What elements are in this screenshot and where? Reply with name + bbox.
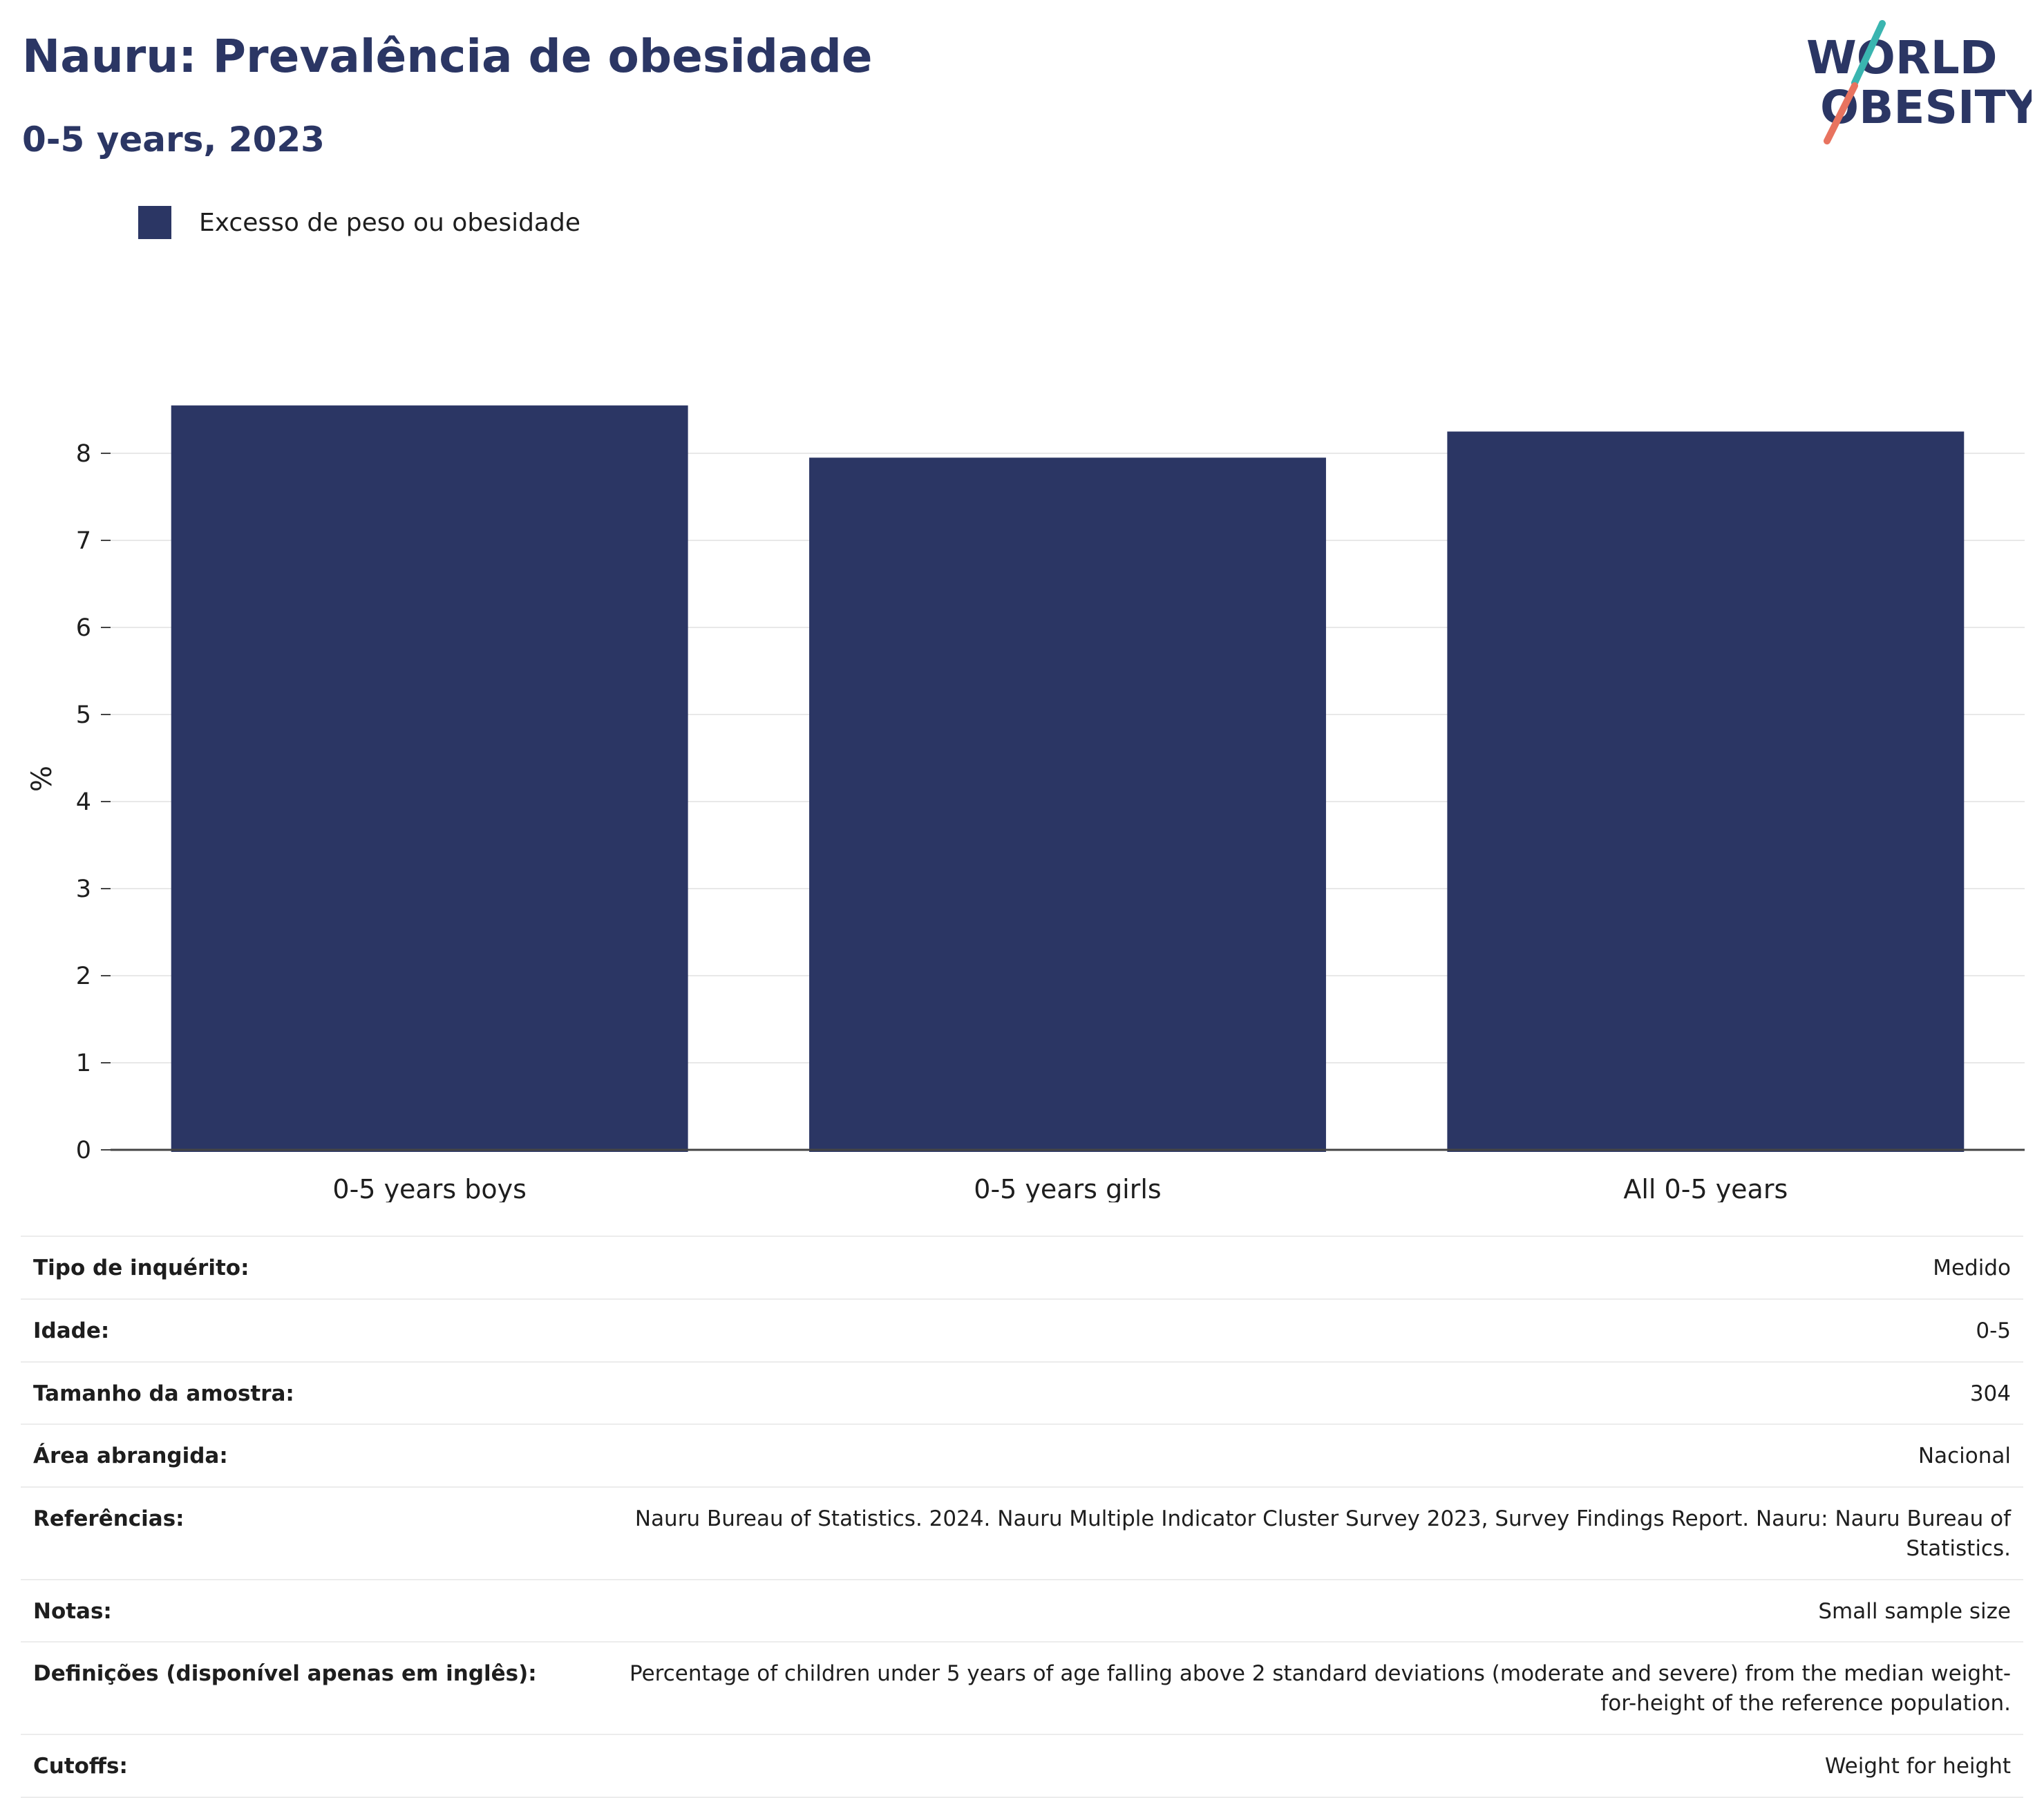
x-tick-label: All 0-5 years <box>1623 1174 1788 1202</box>
info-row: Área abrangida: Nacional <box>21 1424 2023 1488</box>
legend-swatch <box>138 206 171 239</box>
page-title: Nauru: Prevalência de obesidade <box>22 30 873 83</box>
info-key: Área abrangida: <box>33 1444 228 1469</box>
info-value: Small sample size <box>1818 1598 2011 1624</box>
info-row: Tamanho da amostra: 304 <box>21 1361 2023 1425</box>
y-tick-label: 8 <box>76 440 91 468</box>
info-row: Idade: 0-5 <box>21 1298 2023 1362</box>
info-key: Tipo de inquérito: <box>33 1256 249 1280</box>
info-row: Definições (disponível apenas em inglês)… <box>21 1642 2023 1734</box>
y-tick-label: 5 <box>76 701 91 729</box>
y-tick-label: 2 <box>76 963 91 990</box>
info-value: 0-5 <box>1976 1318 2011 1343</box>
y-tick-label: 1 <box>76 1050 91 1077</box>
logo-line-1: WORLD <box>1806 31 1998 84</box>
info-row: Tipo de inquérito: Medido <box>21 1236 2023 1299</box>
info-key: Tamanho da amostra: <box>33 1381 294 1406</box>
info-row: Cutoffs: Weight for height <box>21 1734 2023 1797</box>
survey-info-table: Tipo de inquérito: Medido Idade: 0-5 Tamanho… <box>21 1236 2023 1798</box>
info-value: Weight for height <box>1824 1753 2011 1779</box>
chart-legend[interactable]: Excesso de peso ou obesidade <box>138 206 580 239</box>
info-key: Notas: <box>33 1598 112 1624</box>
bar[interactable] <box>171 405 688 1153</box>
x-tick-label: 0-5 years girls <box>974 1174 1161 1202</box>
page-subtitle: 0-5 years, 2023 <box>22 120 325 160</box>
legend-label: Excesso de peso ou obesidade <box>199 208 580 237</box>
x-tick-label: 0-5 years boys <box>332 1174 526 1202</box>
y-tick-label: 7 <box>76 527 91 555</box>
info-value: 304 <box>1969 1381 2011 1406</box>
bar-chart: 0 1 2 3 4 5 6 7 8 0-5 years boys 0-5 years girls A… <box>26 405 2025 1202</box>
logo-slash-coral <box>1824 82 1858 144</box>
info-value: Nauru Bureau of Statistics. 2024. Nauru … <box>634 1506 2011 1561</box>
info-row: Referências: Nauru Bureau of Statistics. … <box>21 1487 2023 1580</box>
info-key: Cutoffs: <box>33 1753 128 1779</box>
bar[interactable] <box>1447 431 1965 1153</box>
info-value: Medido <box>1933 1256 2011 1280</box>
info-value: Percentage of children under 5 years of … <box>629 1661 2011 1716</box>
y-tick-label: 0 <box>76 1137 91 1164</box>
info-key: Definições (disponível apenas em inglês)… <box>33 1661 537 1687</box>
info-value: Nacional <box>1918 1444 2011 1469</box>
info-key: Idade: <box>33 1318 110 1343</box>
bar[interactable] <box>809 457 1326 1152</box>
y-tick-label: 4 <box>76 788 91 816</box>
bars <box>171 405 1965 1153</box>
x-tick-labels: 0-5 years boys 0-5 years girls All 0-5 yea… <box>332 1174 1788 1202</box>
info-row: Notas: Small sample size <box>21 1579 2023 1643</box>
y-tick-label: 3 <box>76 876 91 903</box>
y-tick-labels: 0 1 2 3 4 5 6 7 8 <box>76 440 111 1164</box>
info-key: Referências: <box>33 1506 184 1532</box>
logo-slash-teal <box>1851 20 1886 86</box>
y-tick-label: 6 <box>76 614 91 642</box>
world-obesity-logo: WORLD OBESITY <box>1806 20 2032 144</box>
y-axis-title: % <box>26 766 58 792</box>
